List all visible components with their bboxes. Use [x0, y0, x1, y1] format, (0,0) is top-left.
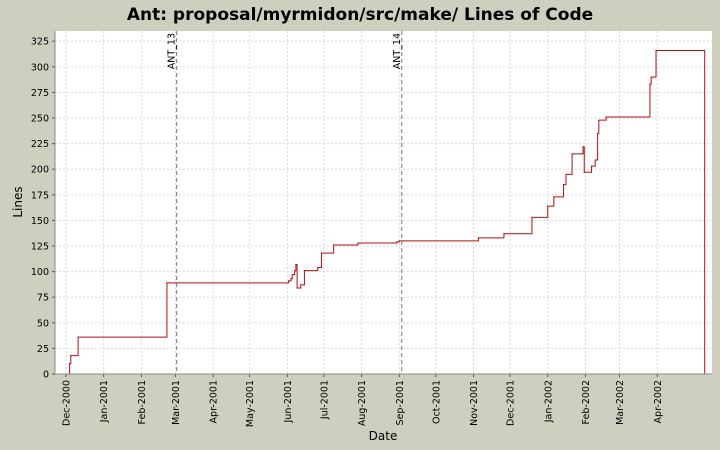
data-point — [69, 363, 71, 365]
data-point — [649, 83, 651, 85]
x-tick-label: Mar-2002 — [615, 380, 626, 425]
data-point — [288, 280, 290, 282]
y-tick-label: 125 — [31, 242, 49, 253]
data-point — [553, 196, 555, 198]
data-point — [320, 252, 323, 254]
y-tick-label: 200 — [31, 165, 49, 176]
data-point — [70, 354, 72, 357]
y-tick-label: 225 — [31, 139, 49, 150]
y-tick-label: 175 — [31, 190, 49, 201]
x-tick-label: Apr-2002 — [653, 380, 664, 423]
chart-title: Ant: proposal/myrmidon/src/make/ Lines o… — [127, 5, 593, 25]
y-tick-label: 275 — [31, 88, 49, 99]
data-point — [290, 278, 292, 280]
data-point — [396, 241, 398, 243]
data-point — [300, 284, 302, 286]
data-point — [571, 153, 573, 155]
y-tick-label: 150 — [31, 216, 49, 227]
data-point — [605, 116, 607, 118]
x-tick-label: Sep-2001 — [395, 380, 406, 426]
x-tick-label: Feb-2001 — [137, 380, 148, 424]
y-tick-label: 300 — [31, 62, 49, 73]
data-point — [333, 244, 335, 246]
data-point — [296, 287, 298, 289]
y-tick-label: 25 — [37, 344, 49, 355]
data-point — [582, 146, 584, 148]
series-layer — [67, 49, 706, 375]
data-point — [562, 183, 565, 186]
data-point — [294, 269, 296, 272]
data-point — [503, 233, 505, 235]
x-tick-label: Oct-2001 — [431, 380, 442, 424]
y-tick-label: 250 — [31, 114, 49, 125]
x-tick-label: Jan-2001 — [99, 380, 110, 423]
x-tick-label: Aug-2001 — [357, 380, 368, 426]
x-tick-label: Dec-2001 — [506, 380, 517, 426]
data-point — [166, 282, 168, 284]
data-point — [590, 165, 593, 167]
x-tick-label: Apr-2001 — [209, 380, 220, 423]
x-axis-label: Date — [369, 429, 398, 443]
release-marker-label: ANT_14 — [392, 33, 403, 69]
y-tick-label: 100 — [31, 267, 49, 278]
x-tick-label: Jun-2001 — [283, 380, 294, 423]
y-tick-label: 50 — [37, 318, 49, 329]
x-tick-label: Feb-2002 — [581, 380, 592, 424]
release-marker-label: ANT_13 — [167, 33, 178, 69]
data-point — [594, 159, 596, 161]
data-point — [303, 269, 306, 272]
data-point — [650, 76, 652, 78]
data-point — [317, 266, 319, 269]
x-tick-label: Dec-2000 — [61, 380, 72, 426]
x-tick-label: Jan-2002 — [543, 380, 554, 423]
y-tick-label: 0 — [43, 370, 49, 381]
y-tick-label: 75 — [37, 293, 49, 304]
data-point — [295, 263, 297, 266]
data-point — [357, 242, 359, 244]
plot-area — [55, 31, 712, 374]
y-axis-label: Lines — [11, 186, 25, 217]
x-tick-label: May-2001 — [245, 380, 256, 427]
y-tick-label: 325 — [31, 37, 49, 48]
data-point — [477, 237, 479, 239]
x-tick-label: Jul-2001 — [319, 380, 330, 420]
data-point — [597, 132, 599, 134]
data-point — [583, 171, 585, 173]
axes: 0 25 50 75 100 125 150 175 200 225 250 275 300 325 Dec… — [31, 31, 712, 427]
release-markers: ANT_13 ANT_14 — [167, 31, 403, 374]
data-point — [531, 216, 533, 218]
data-point — [291, 274, 293, 276]
grid-layer — [55, 31, 712, 375]
x-tick-label: Nov-2001 — [469, 380, 480, 426]
x-tick-label: Mar-2001 — [171, 380, 182, 425]
data-point — [565, 173, 567, 175]
data-point — [547, 205, 549, 207]
data-point — [598, 119, 600, 121]
data-point — [77, 336, 79, 338]
data-point — [398, 240, 400, 242]
data-point — [655, 49, 657, 52]
